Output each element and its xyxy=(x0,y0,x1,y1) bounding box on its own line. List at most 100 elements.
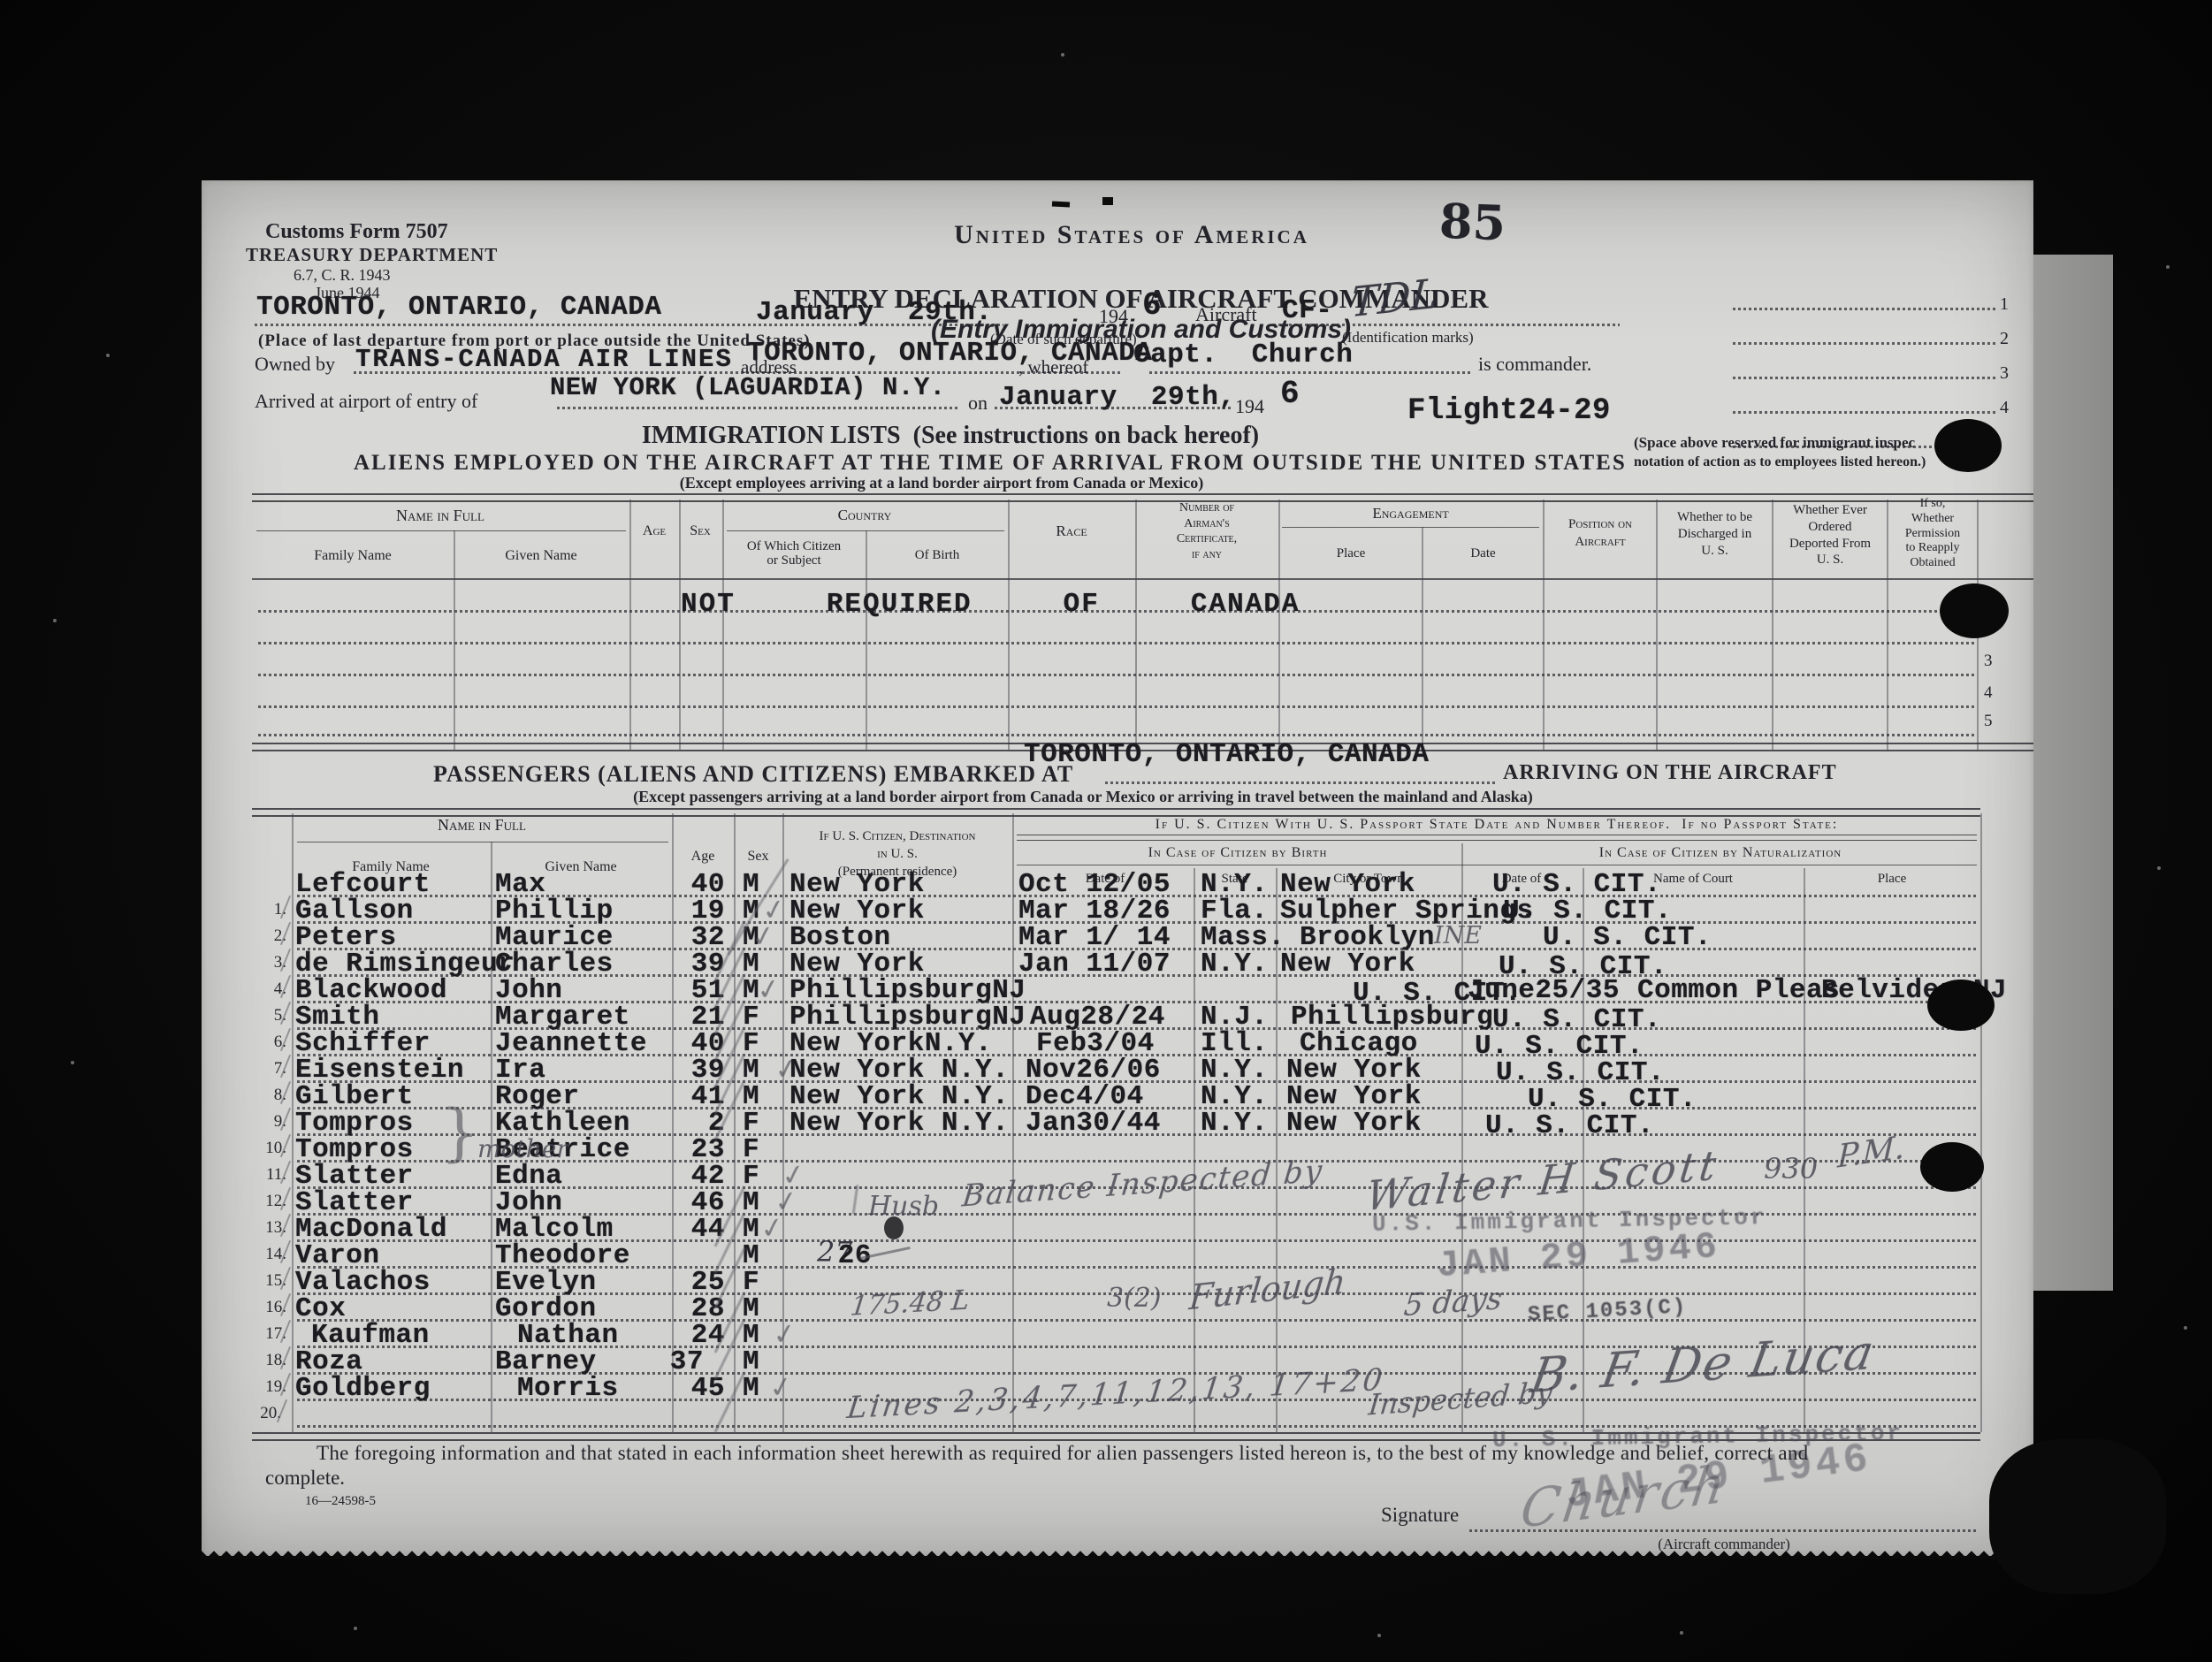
aliens-row-line xyxy=(258,642,1977,644)
passenger-divider xyxy=(292,813,294,1432)
cell-sex: F xyxy=(743,1028,760,1059)
pcol-sex: Sex xyxy=(747,849,769,864)
torn-bottom-edge xyxy=(202,1547,2033,1559)
cell-family: MacDonald xyxy=(295,1214,447,1245)
cell-given: Nathan xyxy=(517,1320,619,1351)
passenger-divider xyxy=(1194,868,1195,1432)
departure-year-print: 194 xyxy=(1099,305,1128,327)
aliens-divider xyxy=(1772,499,1773,750)
margin-line-3 xyxy=(1733,377,1996,379)
row-number: 20. xyxy=(260,1404,281,1422)
pcol-date-of-birth: Date of xyxy=(1085,872,1125,886)
cell-naturalization: U. S. CIT. xyxy=(1485,1110,1655,1141)
cox-ref: 3(2) xyxy=(1107,1283,1162,1314)
cell-family: Gallson xyxy=(295,896,414,926)
pcol-destination-2: in U. S. xyxy=(877,847,918,861)
pcol-city: City or Town xyxy=(1333,872,1404,886)
aliens-divider xyxy=(1135,499,1137,750)
passenger-divider xyxy=(1276,868,1278,1432)
cell-city: New York xyxy=(1286,1081,1422,1112)
cell-court: Common Pleas xyxy=(1637,975,1841,1006)
owner-line xyxy=(354,371,1123,374)
cell-age: 19 xyxy=(690,896,725,926)
cell-given: John xyxy=(495,1187,563,1218)
cell-state: N.J. xyxy=(1201,1002,1269,1033)
cell-sex: M xyxy=(743,949,760,980)
pcol-name-in-full: Name in Full xyxy=(438,816,526,834)
cell-sex: M xyxy=(743,1240,760,1271)
punch-hole xyxy=(1920,1142,1984,1192)
peters-city-annotation: INE xyxy=(1434,922,1482,949)
row-line xyxy=(297,1372,1977,1375)
cell-sex: M xyxy=(743,975,760,1006)
arrival-date-line xyxy=(995,407,1231,409)
pcol-family-name: Family Name xyxy=(352,859,430,874)
arrival-date-value: January 29th, xyxy=(999,382,1236,413)
entry-airport-value: NEW YORK (LAGUARDIA) N.Y. xyxy=(550,373,946,402)
cell-given: Roger xyxy=(495,1081,580,1112)
cell-age: 37 xyxy=(669,1346,704,1377)
form-title: ENTRY DECLARATION OF AIRCRAFT COMMANDER … xyxy=(539,255,1715,374)
row-line xyxy=(297,1133,1977,1136)
cell-city: Sulpher Springs xyxy=(1280,896,1534,926)
aliens-divider xyxy=(1008,499,1010,750)
departure-date-label: (Date of such departure) xyxy=(990,331,1137,347)
signature-label: Signature xyxy=(1381,1504,1460,1526)
cell-city: Chicago xyxy=(1300,1028,1418,1059)
owner-value: TRANS-CANADA AIR LINES xyxy=(355,345,733,374)
commander-line xyxy=(1149,371,1472,374)
pcol-given-name: Given Name xyxy=(545,859,617,874)
aliens-name-underline xyxy=(256,530,626,531)
cell-sex: M xyxy=(743,1320,760,1351)
row-line xyxy=(297,1160,1977,1163)
pcol-age: Age xyxy=(690,849,715,864)
row-line xyxy=(297,1107,1977,1109)
cell-birth-date: Aug28/24 xyxy=(1030,1002,1165,1033)
cell-birth-date: Jan 11/07 xyxy=(1018,949,1171,980)
aliens-divider xyxy=(454,530,455,750)
cell-given: Malcolm xyxy=(495,1214,614,1245)
cell-age: 45 xyxy=(690,1373,725,1404)
cell-given: Jeannette xyxy=(495,1028,647,1059)
aliens-header-rule xyxy=(252,578,2033,580)
scan-mark xyxy=(1051,201,1071,208)
cell-birth-date: Jan30/44 xyxy=(1026,1108,1161,1139)
cell-family: de Rimsingeur xyxy=(295,949,515,980)
form-department: TREASURY DEPARTMENT xyxy=(246,244,499,265)
passengers-table-bottom-rule xyxy=(252,1432,1980,1441)
pcol-court: Name of Court xyxy=(1653,872,1733,886)
punch-hole xyxy=(1927,980,1995,1031)
row-line xyxy=(297,1213,1977,1216)
cell-given: Max xyxy=(495,869,546,900)
row-line xyxy=(297,1001,1977,1003)
cell-destination: New York xyxy=(789,949,925,980)
passenger-divider xyxy=(491,842,492,1432)
cell-destination: New York N.Y. xyxy=(789,1108,1010,1139)
cell-naturalization: U. S. CIT. xyxy=(1496,1057,1666,1088)
cell-naturalization: U. S. CIT. xyxy=(1475,1031,1644,1062)
cell-family: Schiffer xyxy=(295,1028,431,1059)
departure-date-value: January 29th. xyxy=(756,297,993,328)
cell-city: Brooklyn xyxy=(1300,922,1435,953)
cell-destination: New YorkN.Y. xyxy=(789,1028,993,1059)
cell-age: 46 xyxy=(690,1187,725,1218)
cell-family: Slatter xyxy=(295,1161,414,1192)
row-line xyxy=(297,1292,1977,1295)
pcol-place: Place xyxy=(1877,872,1907,886)
aircraft-prefix: CF- xyxy=(1282,295,1333,326)
cell-sex: M xyxy=(743,1293,760,1324)
aliens-row-line xyxy=(258,674,1977,676)
cell-city: New York xyxy=(1286,1108,1422,1139)
on-label: on xyxy=(968,392,988,414)
flight-number: Flight24-29 xyxy=(1407,394,1611,428)
margin-number-1: 1 xyxy=(2000,294,2009,314)
cell-sex: M xyxy=(743,1187,760,1218)
cell-naturalization: U. S. CIT. xyxy=(1543,922,1712,953)
col-sex: Sex xyxy=(690,523,711,538)
pcol-destination-1: If U. S. Citizen, Destination xyxy=(819,829,976,843)
cell-family: Tompros xyxy=(295,1108,414,1139)
cell-state: N.Y. xyxy=(1201,1081,1269,1112)
cell-sex: M xyxy=(743,922,760,953)
row-line xyxy=(297,1239,1977,1242)
